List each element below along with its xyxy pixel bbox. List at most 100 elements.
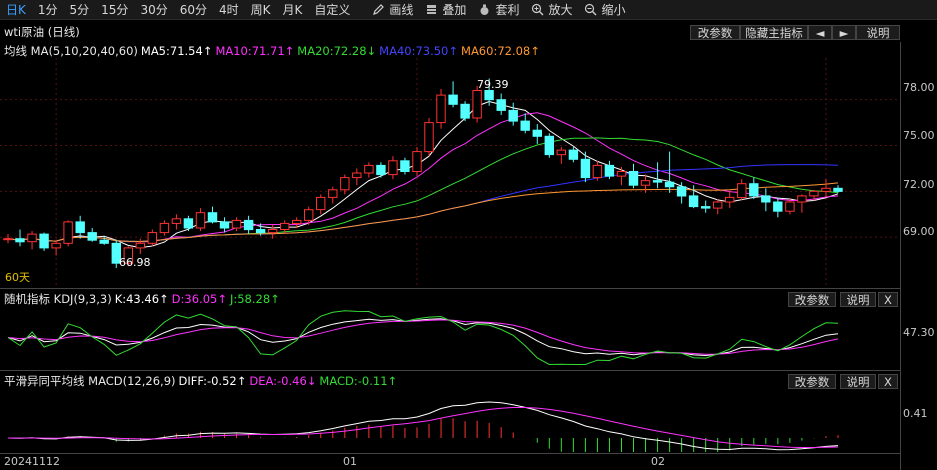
candle [364,162,374,178]
macd-params-button[interactable]: 改参数 [788,374,836,389]
candle [833,185,843,193]
arbitrage-button[interactable]: 套利 [472,0,525,20]
kdj-d-value: D:36.05↑ [171,292,227,306]
macd-title: 平滑异同平均线 MACD(12,26,9) DIFF:-0.52↑ DEA:-0… [4,373,397,389]
period-item-7[interactable]: 周K [250,2,271,17]
candle [388,156,398,180]
candle-body [544,135,554,156]
zoom-in-button[interactable]: 放大 [525,0,578,20]
candle [51,240,61,256]
candle [448,81,458,108]
candle [352,168,362,186]
candle-body [376,164,386,176]
candle [725,189,735,209]
candle-body [400,160,410,173]
zoom-out-button[interactable]: 缩小 [578,0,631,20]
kdj-close-button[interactable]: X [878,292,898,307]
ma5-value: MA5:71.54↑ [140,44,213,58]
candle-body [171,218,182,224]
candle-body [580,158,591,179]
candle-body [207,212,218,223]
candle-body [809,190,819,197]
period-item-2[interactable]: 5分 [69,2,90,17]
draw-line-button[interactable]: 画线 [366,0,419,20]
candle [472,85,482,123]
y-tick-75: 75.00 [903,129,935,142]
xaxis-label-start: 20241112 [4,455,60,468]
candle [592,160,603,181]
kdj-k-value: K:43.46↑ [114,292,169,306]
kdj-k-line [7,318,839,357]
period-item-3[interactable]: 15分 [101,2,129,17]
candle-body [159,222,170,234]
xaxis-label-feb: 02 [651,455,665,468]
candle [243,215,254,235]
next-arrow-button[interactable]: ► [832,25,856,40]
hide-main-indicator-button[interactable]: 隐藏主指标 [740,25,808,40]
candle [785,198,795,215]
period-item-9[interactable]: 自定义 [314,2,351,17]
candle [75,215,85,239]
macd-close-button[interactable]: X [878,374,898,389]
zoom-out-icon [585,3,597,16]
candle [737,179,747,201]
candle-body [51,242,61,249]
xaxis-label-jan: 01 [343,455,357,468]
candle [231,217,242,232]
candlestick-chart[interactable] [0,58,900,288]
low-price-label: 66.98 [119,256,151,269]
prev-arrow-button[interactable]: ◄ [808,25,832,40]
candle [400,157,410,175]
y-tick-78: 78.00 [903,81,935,94]
candle-body [267,229,278,234]
candle-body [556,149,566,156]
candle [713,198,723,215]
candle [328,186,338,204]
candle [183,215,194,232]
candle-body [532,129,542,137]
candle-body [628,171,639,186]
kdj-params-button[interactable]: 改参数 [788,292,836,307]
candle [135,238,146,254]
candle-body [292,219,302,224]
candle [809,189,819,201]
y-tick-69: 69.00 [903,225,935,238]
candle-body [219,221,230,229]
candle [147,229,158,247]
kdj-help-button[interactable]: 说明 [840,292,876,307]
kdj-chart[interactable] [0,308,900,370]
candle [219,217,230,233]
candle-body [316,196,326,211]
macd-help-button[interactable]: 说明 [840,374,876,389]
candle [701,200,711,213]
candle [797,194,807,213]
ma10-line [7,112,839,243]
candle-body [75,221,85,234]
main-help-button[interactable]: 说明 [856,25,900,40]
candle-body [688,195,699,208]
candle [568,147,579,163]
candle-body [87,232,97,241]
toolbar: 日K 1分 5分 15分 30分 60分 4时 周K 月K 自定义 画线 叠加 套利 放大 缩小 [0,0,937,20]
period-item-0[interactable]: 日K [6,2,26,17]
candle-body [520,120,530,131]
candle [171,214,182,230]
candle-body [280,222,290,230]
period-item-4[interactable]: 30分 [140,2,168,17]
period-item-1[interactable]: 1分 [37,2,58,17]
period-item-6[interactable]: 4时 [219,2,239,17]
high-price-label: 79.39 [477,78,509,91]
candle-body [508,109,518,122]
ma60-line [7,182,839,243]
period-item-5[interactable]: 60分 [179,2,207,17]
candle [460,101,470,122]
candle [340,174,350,195]
candle-body [484,90,494,101]
overlay-button[interactable]: 叠加 [419,0,472,20]
candle-body [701,206,711,209]
main-params-button[interactable]: 改参数 [690,25,740,40]
macd-chart[interactable] [0,390,900,452]
candle-body [412,151,422,172]
macd-diff-line [7,401,839,451]
period-item-8[interactable]: 月K [282,2,303,17]
